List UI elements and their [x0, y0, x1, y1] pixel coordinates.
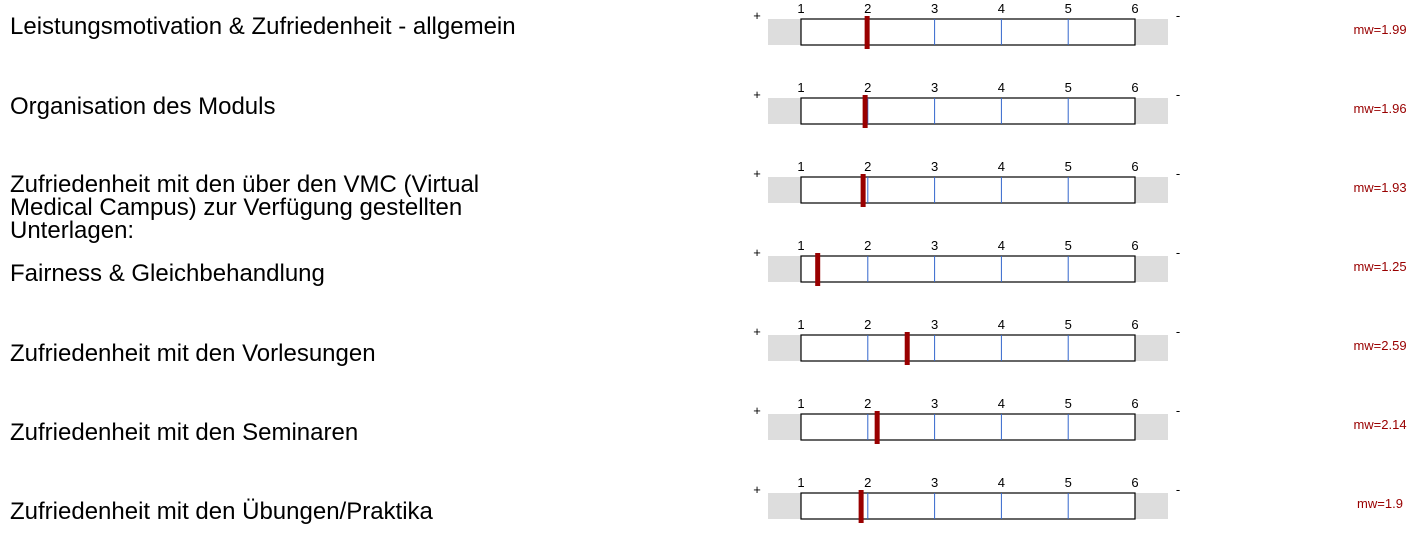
- mean-marker: [864, 16, 870, 49]
- mean-marker: [862, 95, 868, 128]
- tick-label: 4: [998, 159, 1005, 174]
- mean-value-label: mw=2.59: [1353, 338, 1406, 353]
- tick-label: 2: [864, 475, 871, 490]
- tick-label: 3: [931, 396, 938, 411]
- mean-marker: [815, 253, 821, 286]
- tick-label: 1: [797, 80, 804, 95]
- question-label: Zufriedenheit mit den über den VMC (Virt…: [10, 171, 480, 244]
- scale-minus-label: -: [1176, 87, 1180, 102]
- tick-label: 4: [998, 1, 1005, 16]
- scale-minus-label: -: [1176, 324, 1180, 339]
- scale-box: [800, 255, 1136, 283]
- question-label: Zufriedenheit mit den Vorlesungen: [10, 340, 376, 367]
- question-label: Fairness & Gleichbehandlung: [10, 260, 325, 287]
- tick-label: 4: [998, 317, 1005, 332]
- tick-label: 1: [797, 1, 804, 16]
- tick-label: 5: [1065, 238, 1072, 253]
- scale-minus-label: -: [1176, 482, 1180, 497]
- tick-label: 6: [1131, 159, 1138, 174]
- tick-label: 2: [864, 159, 871, 174]
- tick-label: 2: [864, 396, 871, 411]
- tick-label: 1: [797, 475, 804, 490]
- scale-minus-label: -: [1176, 166, 1180, 181]
- tick-label: 3: [931, 317, 938, 332]
- scale-box: [800, 492, 1136, 520]
- tick-label: 3: [931, 475, 938, 490]
- tick-label: 4: [998, 238, 1005, 253]
- tick-label: 6: [1131, 1, 1138, 16]
- tick-label: 1: [797, 159, 804, 174]
- question-label: Zufriedenheit mit den Seminaren: [10, 419, 359, 446]
- mean-value-label: mw=1.96: [1353, 101, 1406, 116]
- mean-value-label: mw=2.14: [1353, 417, 1406, 432]
- scale-box: [800, 18, 1136, 46]
- question-label: Organisation des Moduls: [10, 93, 276, 120]
- question-label: Zufriedenheit mit den Übungen/Praktika: [10, 498, 433, 525]
- tick-label: 6: [1131, 396, 1138, 411]
- mean-marker: [860, 174, 866, 207]
- tick-label: 2: [864, 238, 871, 253]
- scale-plus-label: +: [753, 166, 761, 181]
- scale-box: [800, 334, 1136, 362]
- scale-minus-label: -: [1176, 245, 1180, 260]
- question-label: Leistungsmotivation & Zufriedenheit - al…: [10, 13, 516, 40]
- tick-label: 3: [931, 1, 938, 16]
- tick-label: 1: [797, 317, 804, 332]
- tick-label: 3: [931, 80, 938, 95]
- mean-value-label: mw=1.99: [1353, 22, 1406, 37]
- scale-box: [800, 97, 1136, 125]
- scale-box: [800, 176, 1136, 204]
- tick-label: 4: [998, 80, 1005, 95]
- tick-label: 5: [1065, 317, 1072, 332]
- scale-plus-label: +: [753, 87, 761, 102]
- tick-label: 6: [1131, 238, 1138, 253]
- scale-plus-label: +: [753, 8, 761, 23]
- tick-label: 5: [1065, 1, 1072, 16]
- mean-marker: [858, 490, 864, 523]
- tick-label: 4: [998, 396, 1005, 411]
- tick-label: 1: [797, 396, 804, 411]
- scale-plus-label: +: [753, 245, 761, 260]
- scale-box: [800, 413, 1136, 441]
- tick-label: 5: [1065, 159, 1072, 174]
- scale-minus-label: -: [1176, 8, 1180, 23]
- mean-value-label: mw=1.93: [1353, 180, 1406, 195]
- tick-label: 3: [931, 238, 938, 253]
- scale-plus-label: +: [753, 403, 761, 418]
- tick-label: 2: [864, 1, 871, 16]
- scale-plus-label: +: [753, 324, 761, 339]
- tick-label: 1: [797, 238, 804, 253]
- mean-value-label: mw=1.25: [1353, 259, 1406, 274]
- tick-label: 5: [1065, 475, 1072, 490]
- tick-label: 6: [1131, 80, 1138, 95]
- tick-label: 2: [864, 317, 871, 332]
- tick-label: 5: [1065, 396, 1072, 411]
- scale-plus-label: +: [753, 482, 761, 497]
- scale-minus-label: -: [1176, 403, 1180, 418]
- tick-label: 3: [931, 159, 938, 174]
- tick-label: 6: [1131, 475, 1138, 490]
- tick-label: 4: [998, 475, 1005, 490]
- mean-value-label: mw=1.9: [1357, 496, 1403, 511]
- tick-label: 2: [864, 80, 871, 95]
- mean-marker: [904, 332, 910, 365]
- mean-marker: [874, 411, 880, 444]
- tick-label: 5: [1065, 80, 1072, 95]
- tick-label: 6: [1131, 317, 1138, 332]
